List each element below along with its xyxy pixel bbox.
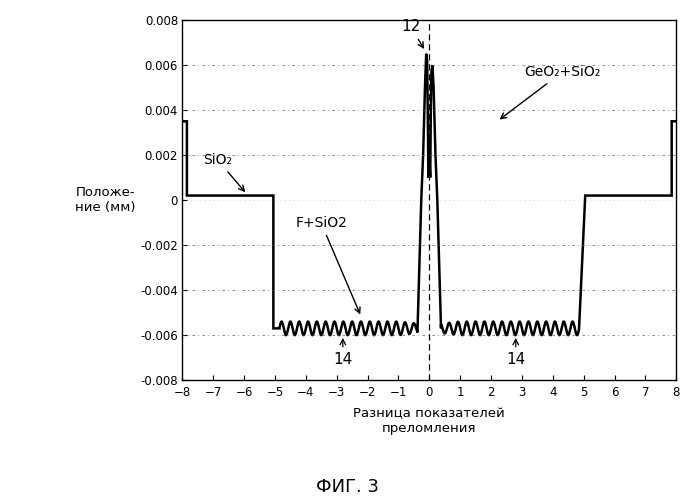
- Text: 14: 14: [506, 340, 525, 367]
- Text: GeO₂+SiO₂: GeO₂+SiO₂: [500, 66, 600, 118]
- X-axis label: Разница показателей
преломления: Разница показателей преломления: [354, 407, 505, 435]
- Text: ФИГ. 3: ФИГ. 3: [316, 478, 379, 496]
- Text: 12: 12: [401, 20, 423, 48]
- Text: SiO₂: SiO₂: [203, 153, 245, 191]
- Text: F+SiO2: F+SiO2: [295, 216, 360, 313]
- Y-axis label: Положе-
ние (мм): Положе- ние (мм): [75, 186, 136, 214]
- Text: 14: 14: [333, 340, 352, 367]
